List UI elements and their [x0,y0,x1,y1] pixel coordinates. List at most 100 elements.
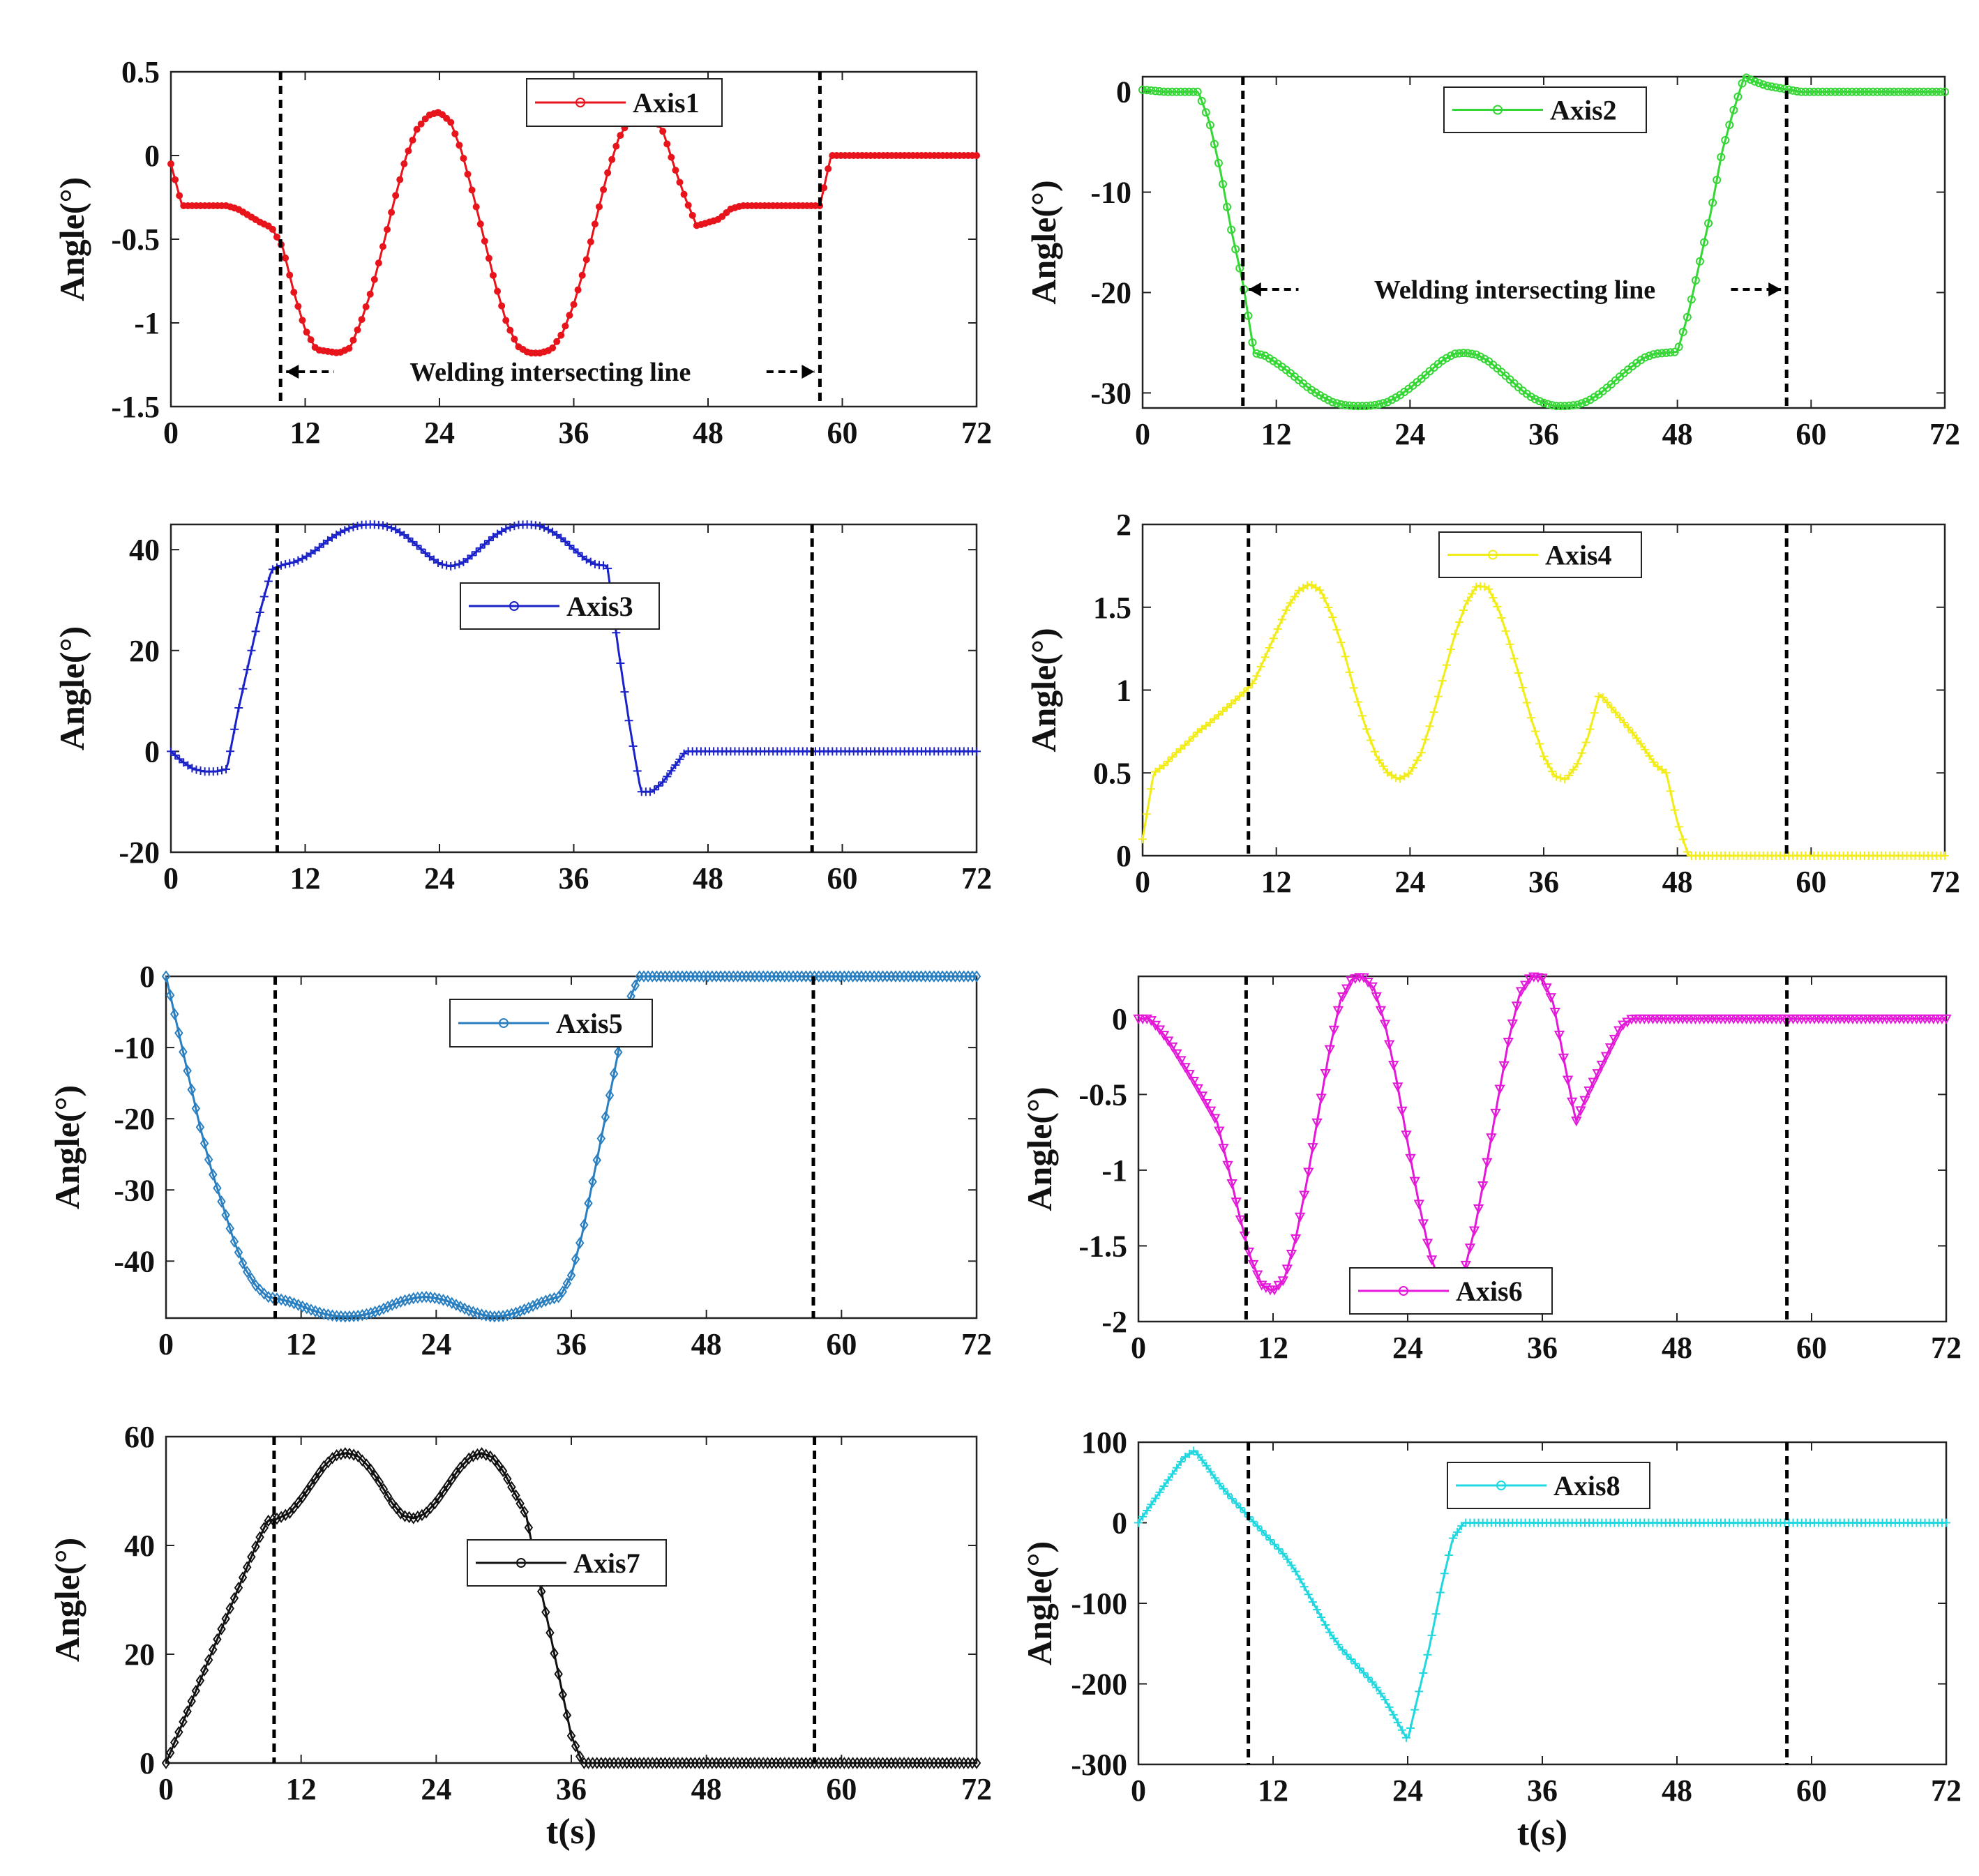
data-point [187,1695,196,1708]
data-point [1355,1664,1364,1673]
data-point [1176,87,1185,96]
data-point [1406,1723,1415,1732]
data-point [294,303,302,310]
data-point [1915,87,1924,96]
data-point [550,1647,559,1660]
x-axis-label: t(s) [546,1812,596,1852]
data-point [1427,1631,1436,1640]
data-point [972,1757,981,1769]
data-point [1906,87,1916,96]
data-point [1415,1687,1424,1696]
data-point [306,549,315,558]
data-point [264,1514,273,1527]
data-point [1678,835,1687,844]
y-tick-label: -100 [1071,1587,1127,1621]
data-point [1401,1130,1412,1141]
y-tick-label: 0.5 [1093,756,1131,790]
data-point [571,1740,580,1753]
x-tick-label: 0 [1131,1773,1146,1808]
data-point [387,1497,397,1509]
data-point [520,1506,529,1518]
data-point [1423,1650,1432,1659]
legend-marker [499,1018,509,1028]
data-point [1265,643,1274,652]
x-tick-label: 0 [1135,417,1150,451]
data-point [247,646,256,655]
data-point [520,1303,529,1316]
data-point [217,1623,226,1635]
data-point [476,220,484,228]
data-point [1410,1705,1420,1714]
data-point [1226,1179,1237,1190]
data-point [645,787,654,796]
data-point [1379,1020,1391,1030]
data-point [366,290,374,298]
data-point [612,142,620,150]
data-point [676,179,684,186]
data-point [1763,82,1772,91]
data-point [388,209,396,216]
x-tick-label: 72 [1929,417,1960,451]
data-point [1511,1001,1523,1012]
x-tick-label: 36 [1527,1773,1558,1808]
x-tick-label: 0 [158,1772,174,1806]
x-tick-label: 12 [290,416,321,450]
data-point [1311,583,1320,592]
data-point [447,1296,456,1310]
data-point [1473,1204,1484,1215]
data-point [459,557,468,566]
data-point [1393,1718,1402,1727]
data-point [358,1454,367,1467]
data-point [1307,581,1316,589]
data-point [1214,1479,1224,1488]
data-point [298,554,307,563]
data-point [1927,87,1936,96]
data-point [195,1121,205,1134]
data-point [1387,395,1397,404]
data-point [315,543,324,552]
x-tick-label: 36 [1528,417,1559,451]
data-point [1222,1160,1233,1171]
data-point [238,1571,248,1584]
annotation-label: Welding intersecting line [1374,275,1655,305]
data-point [1457,1522,1466,1531]
data-point [1154,1025,1166,1036]
data-point [370,1306,379,1318]
data-point [558,1688,567,1701]
legend: Axis1 [526,78,723,127]
data-point [1468,1226,1480,1236]
data-point [548,527,557,536]
data-point [1818,87,1827,96]
y-axis-label: Angle(°) [47,1538,86,1662]
data-point [1261,351,1270,361]
data-point [174,1725,183,1739]
data-point [1360,1668,1369,1677]
data-point [1583,1086,1595,1096]
data-point [511,1489,520,1501]
data-point [1353,697,1362,706]
data-point [242,1265,252,1278]
data-point [624,716,633,725]
data-point [1898,87,1907,96]
legend-label: Axis6 [1456,1276,1523,1307]
data-point [1143,1506,1152,1515]
data-point [498,1465,508,1478]
data-point [1873,87,1882,96]
data-point [1261,653,1270,662]
data-point [1600,1052,1612,1062]
data-point [1317,1613,1326,1622]
data-point [1147,86,1156,95]
data-point [451,1299,461,1311]
data-point [1251,1270,1263,1280]
data-point [1869,87,1878,96]
data-point [1231,245,1240,254]
data-point [1482,1158,1493,1168]
data-point [451,1467,461,1479]
data-point [183,1705,192,1718]
data-point [1145,1016,1157,1027]
data-point [417,120,425,128]
series-markers [161,970,981,1323]
data-point [671,761,680,770]
data-point [165,989,175,1001]
data-point [290,289,298,296]
